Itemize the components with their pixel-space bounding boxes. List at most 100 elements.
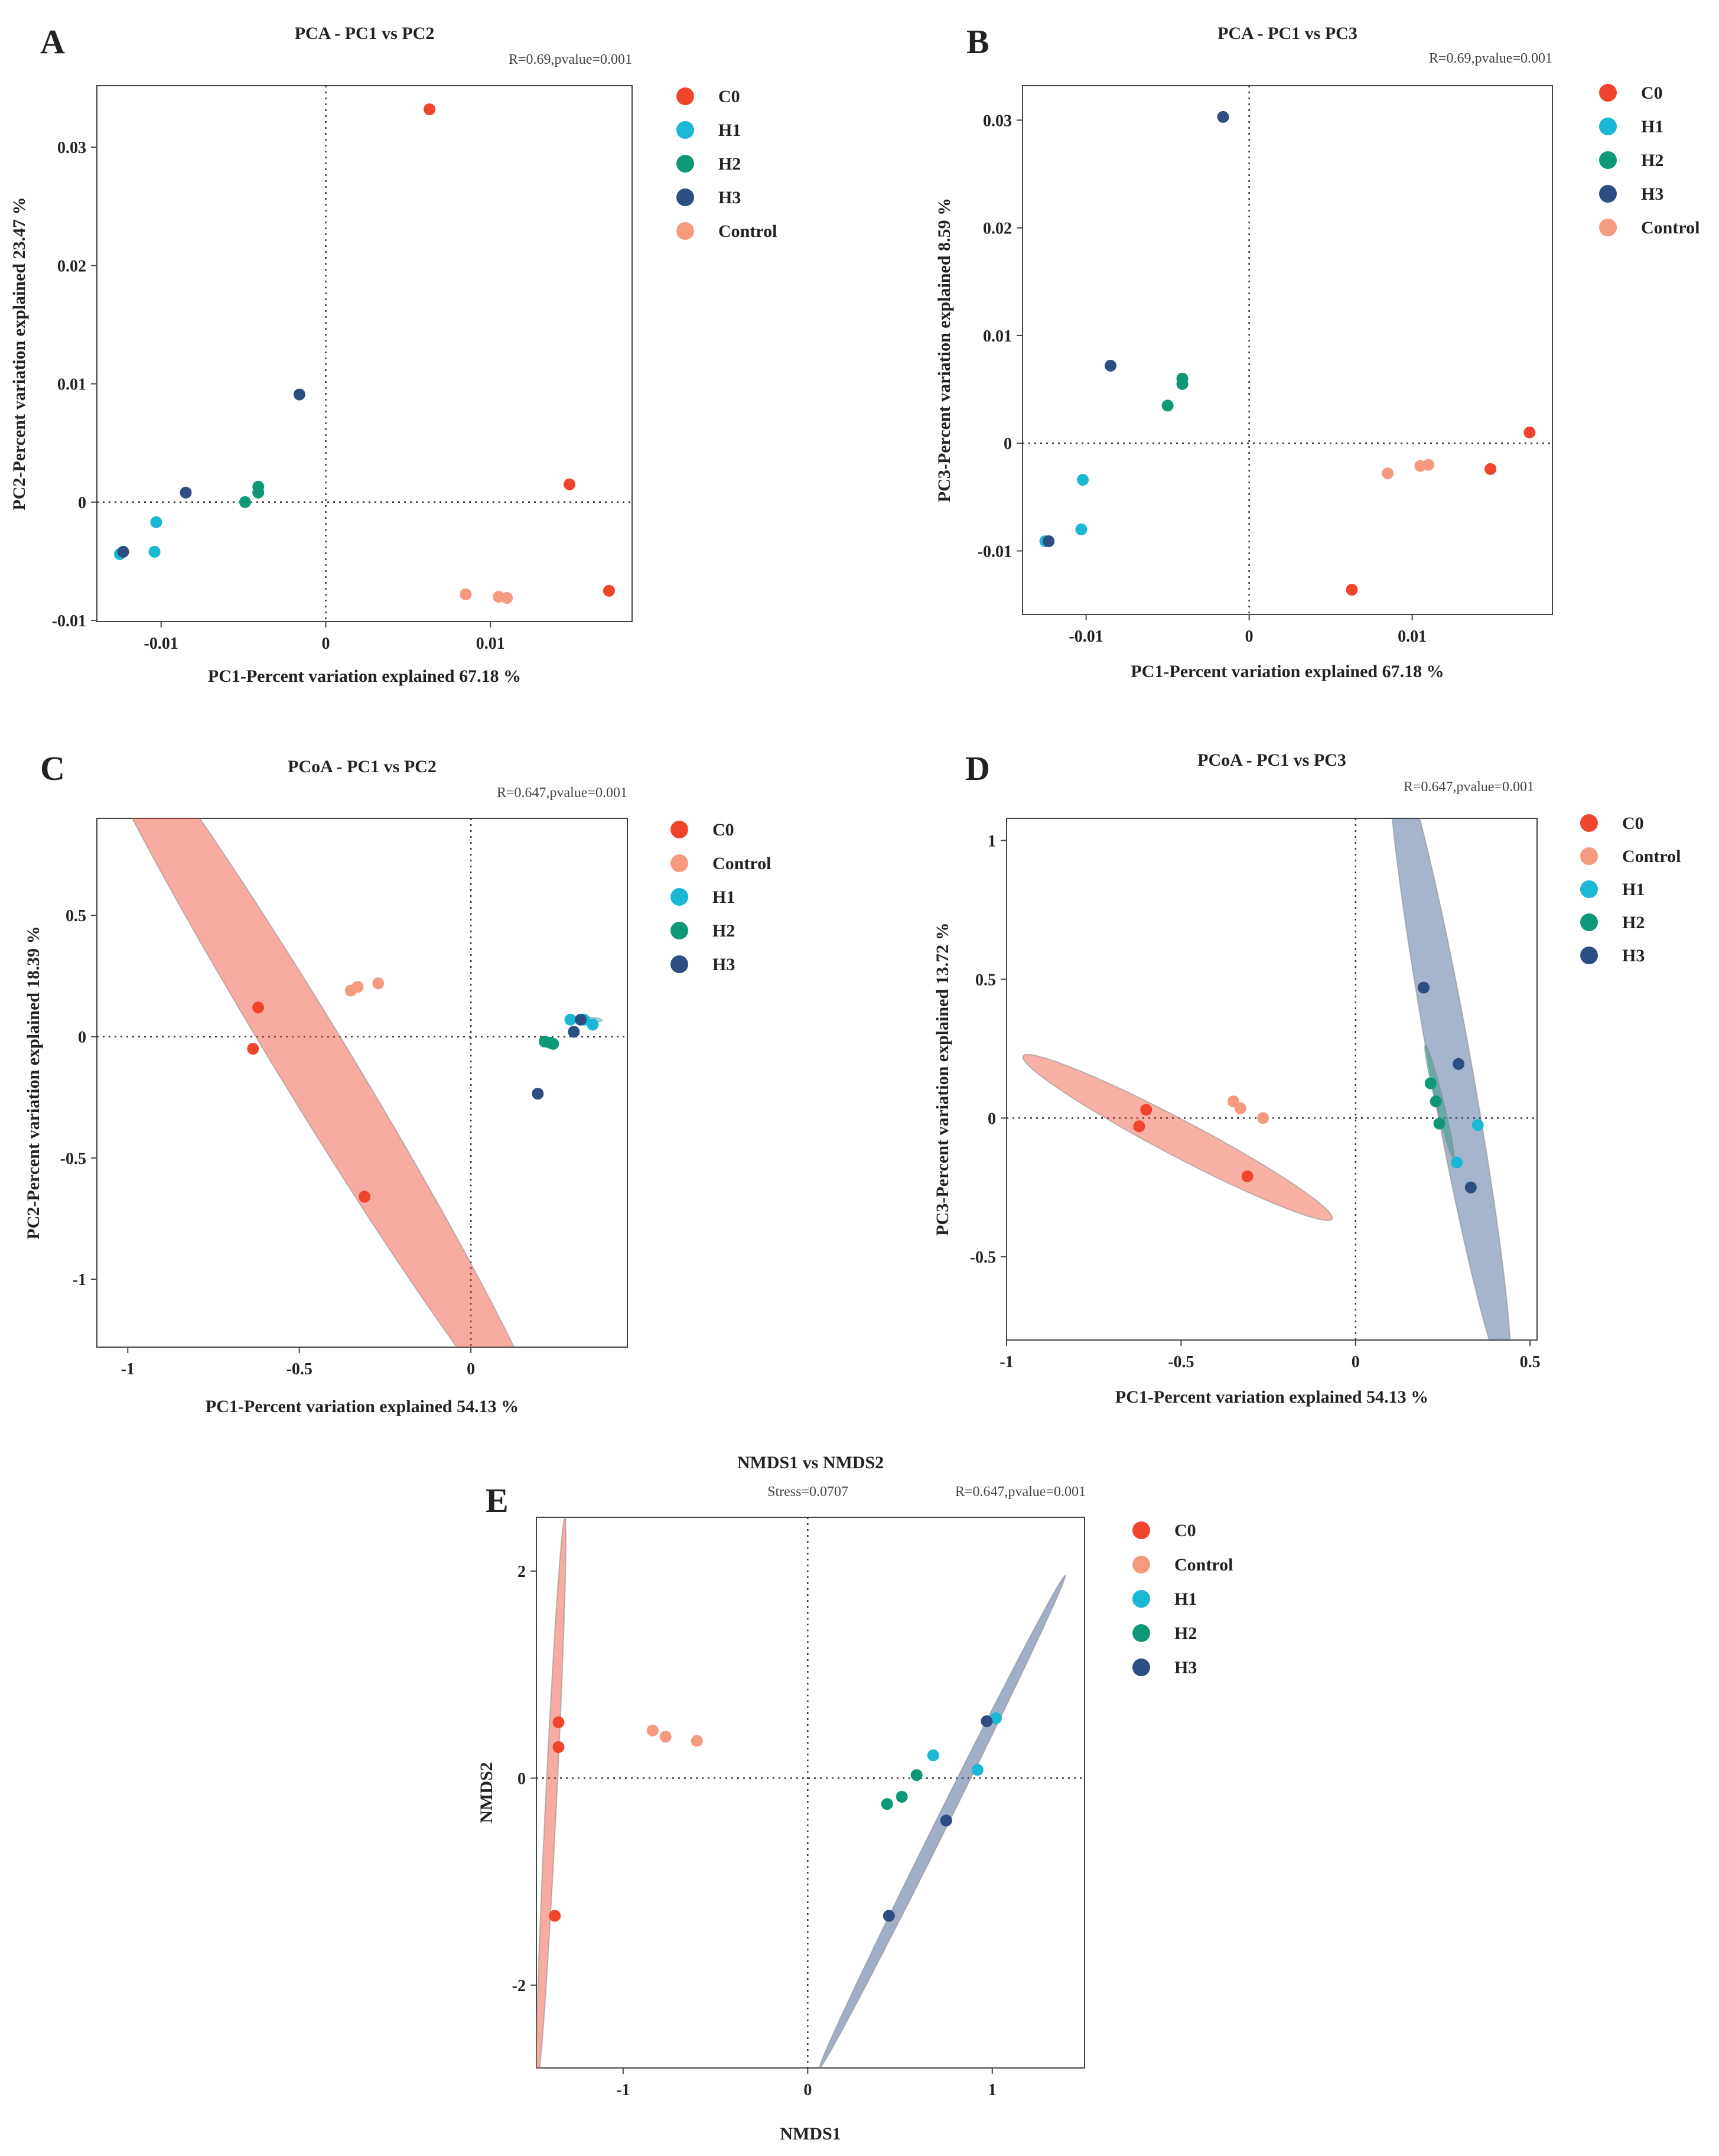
y-tick-label: 2 <box>517 1563 526 1581</box>
legend-marker-c0 <box>670 821 688 838</box>
x-tick-label: 0 <box>321 635 330 653</box>
confidence-ellipse-c0 <box>536 1517 567 2068</box>
point-control <box>1382 467 1394 480</box>
x-tick-label: -1 <box>121 1360 135 1378</box>
legend-marker-h3 <box>676 188 694 206</box>
legend-label-h1: H1 <box>712 887 735 907</box>
point-h2 <box>1161 399 1174 412</box>
point-h1 <box>1075 523 1088 535</box>
legend-marker-c0 <box>1599 84 1617 102</box>
point-c0 <box>1346 584 1358 596</box>
legend-label-c0: C0 <box>712 820 734 840</box>
confidence-ellipse-h3 <box>1391 818 1511 1340</box>
point-h2 <box>239 496 251 508</box>
y-tick-label: 0.02 <box>983 220 1012 238</box>
y-tick-label: -0.01 <box>52 612 86 630</box>
legend-label-h2: H2 <box>1174 1624 1197 1643</box>
legend-label-h3: H3 <box>712 955 735 974</box>
panel-letter: B <box>966 22 989 61</box>
legend-marker-c0 <box>1132 1521 1150 1539</box>
legend-label-c0: C0 <box>718 87 740 106</box>
point-control <box>1257 1112 1269 1124</box>
x-tick-label: 0 <box>467 1360 475 1378</box>
panel-letter: D <box>965 749 990 788</box>
point-h3 <box>1418 981 1430 994</box>
legend-marker-h2 <box>670 922 688 939</box>
stat-label: R=0.647,pvalue=0.001 <box>497 785 627 801</box>
x-tick-label: -0.01 <box>1069 627 1103 646</box>
point-h3 <box>1217 110 1229 123</box>
legend-marker-h3 <box>1132 1659 1150 1676</box>
point-h3 <box>293 388 305 401</box>
panel-d: D PCoA - PC1 vs PC3 R=0.647,pvalue=0.001 -1… <box>933 749 1681 1407</box>
point-h3 <box>568 1026 580 1038</box>
point-h3 <box>1105 359 1116 372</box>
panel-letter: E <box>486 1481 509 1520</box>
legend-marker-h2 <box>676 155 694 173</box>
point-c0 <box>424 103 436 115</box>
y-tick-label: 0.02 <box>57 257 86 275</box>
y-tick-label: 0.03 <box>983 112 1012 130</box>
chart-title: PCA - PC1 vs PC3 <box>1217 24 1357 43</box>
point-h1 <box>587 1019 599 1030</box>
legend-marker-h1 <box>670 888 688 906</box>
y-tick-label: 0 <box>1004 435 1012 453</box>
y-tick-label: -0.5 <box>60 1150 86 1168</box>
y-axis-label: PC2-Percent variation explained 18.39 % <box>24 926 43 1239</box>
point-control <box>351 981 364 993</box>
legend-marker-h2 <box>1599 151 1617 169</box>
point-h2 <box>1430 1095 1442 1108</box>
point-c0 <box>1140 1104 1152 1116</box>
point-h1 <box>150 516 162 528</box>
point-c0 <box>549 1910 561 1922</box>
point-h3 <box>981 1715 993 1728</box>
point-control <box>501 592 513 604</box>
point-h1 <box>1451 1156 1463 1169</box>
point-c0 <box>564 478 576 490</box>
stat-label: R=0.647,pvalue=0.001 <box>955 1484 1086 1500</box>
legend-label-h2: H2 <box>712 921 735 941</box>
y-axis-label: PC2-Percent variation explained 23.47 % <box>9 197 29 510</box>
point-c0 <box>1484 463 1497 475</box>
legend-marker-h1 <box>676 121 694 139</box>
point-c0 <box>247 1043 259 1055</box>
chart-title: NMDS1 vs NMDS2 <box>737 1453 884 1472</box>
point-h2 <box>881 1798 893 1810</box>
point-h3 <box>940 1814 952 1827</box>
point-h3 <box>1464 1181 1477 1194</box>
legend-marker-h3 <box>670 955 688 973</box>
x-tick-label: 1 <box>988 2081 997 2099</box>
point-h2 <box>896 1791 908 1803</box>
legend-label-h2: H2 <box>1641 151 1663 170</box>
y-tick-label: 0.5 <box>975 971 996 989</box>
point-h1 <box>1077 474 1089 486</box>
stress-label: Stress=0.0707 <box>767 1484 848 1500</box>
legend-label-control: Control <box>1622 847 1681 866</box>
legend-label-h3: H3 <box>1641 184 1663 204</box>
point-h3 <box>117 545 129 558</box>
panel-a: A PCA - PC1 vs PC2 R=0.69,pvalue=0.001 -0.0… <box>9 22 777 686</box>
legend-marker-h1 <box>1599 118 1617 135</box>
panel-c: C PCoA - PC1 vs PC2 R=0.647,pvalue=0.001 -1… <box>24 749 771 1416</box>
plot-frame <box>1006 818 1538 1341</box>
point-control <box>460 588 472 600</box>
legend-label-c0: C0 <box>1622 814 1644 833</box>
y-axis-label: PC3-Percent variation explained 13.72 % <box>933 922 952 1235</box>
legend-marker-c0 <box>1580 814 1598 832</box>
legend-label-h2: H2 <box>718 154 741 174</box>
point-control <box>372 977 385 990</box>
x-axis-label: PC1-Percent variation explained 54.13 % <box>1115 1387 1428 1407</box>
y-tick-label: -0.5 <box>970 1248 996 1267</box>
point-h3 <box>1453 1058 1465 1070</box>
legend-label-h1: H1 <box>718 121 741 140</box>
legend-marker-h2 <box>1580 913 1598 931</box>
point-control <box>646 1724 659 1736</box>
chart-title: PCoA - PC1 vs PC3 <box>1197 750 1346 770</box>
legend-marker-h1 <box>1580 880 1598 898</box>
x-tick-label: 0.01 <box>1398 627 1427 646</box>
panel-letter: A <box>40 22 65 61</box>
x-tick-label: -0.5 <box>1168 1353 1194 1371</box>
legend-marker-control <box>1132 1556 1150 1573</box>
legend-marker-control <box>1580 847 1598 865</box>
